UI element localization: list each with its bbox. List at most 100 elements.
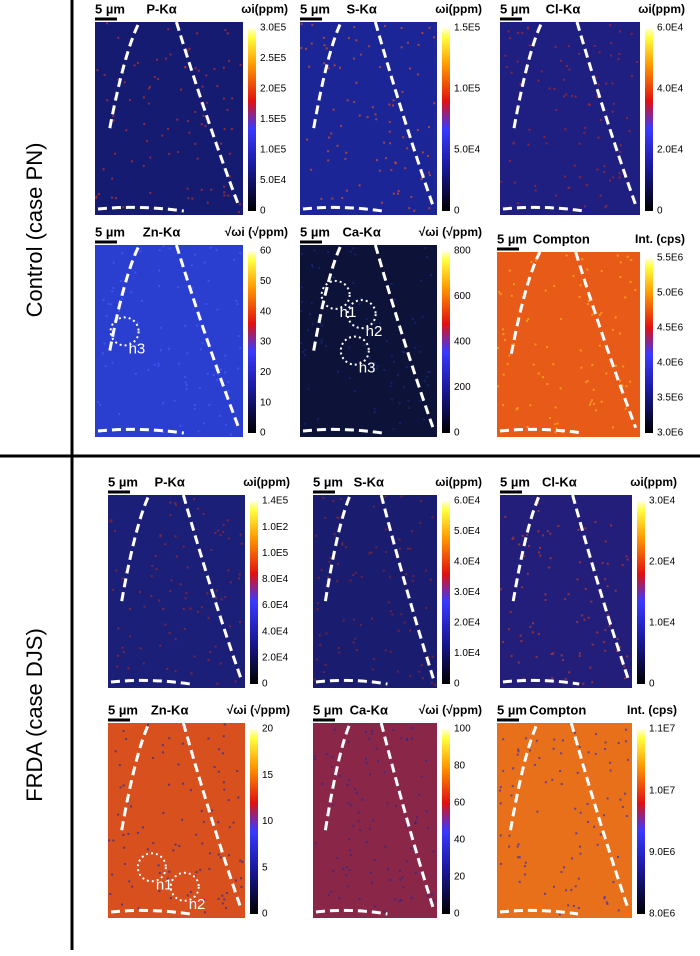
map-speckle bbox=[528, 128, 531, 131]
map-speckle bbox=[628, 129, 631, 132]
map-speckle bbox=[338, 896, 341, 899]
map-speckle bbox=[201, 842, 204, 845]
map-speckle bbox=[558, 913, 561, 916]
colorbar-tick-label: 0 bbox=[260, 206, 266, 217]
map-speckle bbox=[428, 174, 431, 177]
map-speckle bbox=[221, 902, 224, 905]
map-speckle bbox=[216, 378, 219, 381]
map-speckle bbox=[116, 665, 119, 668]
tissue-outline bbox=[511, 494, 541, 602]
tissue-outline bbox=[181, 722, 243, 909]
map-speckle bbox=[311, 322, 314, 325]
map-speckle bbox=[584, 588, 587, 591]
map-speckle bbox=[124, 863, 127, 866]
map-speckle bbox=[554, 45, 557, 48]
map-speckle bbox=[119, 279, 122, 282]
map-speckle bbox=[578, 52, 581, 55]
map-speckle bbox=[523, 873, 526, 876]
map-speckle bbox=[361, 798, 364, 801]
colorbar-tick-label: 5.0E6 bbox=[657, 288, 684, 299]
colorbar-tick-label: 1.0E5 bbox=[262, 548, 289, 559]
map-speckle bbox=[383, 141, 386, 144]
map-speckle bbox=[224, 354, 227, 357]
map-speckle bbox=[338, 651, 341, 654]
map-speckle bbox=[326, 752, 329, 755]
map-speckle bbox=[532, 622, 535, 625]
map-speckle bbox=[329, 556, 332, 559]
map-speckle bbox=[348, 838, 351, 841]
map-speckle bbox=[579, 349, 582, 352]
map-speckle bbox=[190, 672, 193, 675]
map-speckle bbox=[342, 867, 345, 870]
map-speckle bbox=[198, 386, 201, 389]
colorbar bbox=[442, 28, 450, 211]
map-speckle bbox=[619, 30, 622, 33]
map-speckle bbox=[411, 530, 414, 533]
map-speckle bbox=[575, 832, 578, 835]
map-speckle bbox=[578, 561, 581, 564]
map-speckle bbox=[330, 132, 333, 135]
map-speckle bbox=[195, 871, 198, 874]
map-speckle bbox=[428, 659, 431, 662]
map-speckle bbox=[368, 827, 371, 830]
map-image bbox=[497, 723, 632, 918]
map-speckle bbox=[188, 131, 191, 134]
map-speckle bbox=[353, 26, 356, 29]
map-speckle bbox=[200, 188, 203, 191]
map-speckle bbox=[578, 142, 581, 145]
map-speckle bbox=[373, 411, 376, 414]
map-speckle bbox=[310, 42, 313, 45]
map-speckle bbox=[556, 422, 559, 425]
map-speckle bbox=[97, 400, 100, 403]
map-speckle bbox=[384, 495, 387, 498]
colorbar-tick-label: 4.0E6 bbox=[657, 358, 684, 369]
map-speckle bbox=[213, 67, 216, 70]
map-speckle bbox=[328, 561, 331, 564]
map-speckle bbox=[368, 773, 371, 776]
map-speckle bbox=[349, 579, 352, 582]
row-label: Control (case PN) bbox=[22, 143, 47, 318]
map-speckle bbox=[365, 318, 368, 321]
map-speckle bbox=[346, 783, 349, 786]
map-speckle bbox=[405, 573, 408, 576]
map-speckle bbox=[398, 900, 401, 903]
map-speckle bbox=[418, 350, 421, 353]
map-speckle bbox=[194, 902, 197, 905]
map-speckle bbox=[409, 629, 412, 632]
map-speckle bbox=[222, 735, 225, 738]
map-speckle bbox=[181, 818, 184, 821]
map-speckle bbox=[216, 85, 219, 88]
map-speckle bbox=[583, 131, 586, 134]
map-speckle bbox=[95, 196, 98, 199]
map-speckle bbox=[121, 577, 124, 580]
map-speckle bbox=[529, 625, 532, 628]
map-speckle bbox=[502, 738, 505, 741]
map-speckle bbox=[159, 349, 162, 352]
map-speckle bbox=[510, 294, 513, 297]
map-speckle bbox=[595, 95, 598, 98]
map-speckle bbox=[525, 737, 528, 740]
panel-title: Cl-Kα bbox=[542, 474, 577, 489]
colorbar-tick-label: 5 bbox=[262, 862, 268, 873]
map-speckle bbox=[223, 898, 226, 901]
map-speckle bbox=[186, 566, 189, 569]
map-speckle bbox=[425, 375, 428, 378]
colorbar-tick-label: 60 bbox=[260, 246, 272, 257]
map-speckle bbox=[389, 142, 392, 145]
colorbar bbox=[250, 729, 258, 914]
map-speckle bbox=[169, 514, 172, 517]
colorbar-tick-label: 40 bbox=[260, 306, 272, 317]
map-speckle bbox=[618, 176, 621, 179]
map-speckle bbox=[392, 99, 395, 102]
map-speckle bbox=[127, 667, 130, 670]
map-speckle bbox=[240, 877, 243, 880]
map-speckle bbox=[608, 624, 611, 627]
map-speckle bbox=[374, 905, 377, 908]
map-speckle bbox=[240, 885, 243, 888]
map-speckle bbox=[137, 831, 140, 834]
map-speckle bbox=[119, 786, 122, 789]
map-speckle bbox=[96, 69, 99, 72]
map-speckle bbox=[348, 779, 351, 782]
map-speckle bbox=[413, 209, 416, 212]
panel-title: Ca-Kα bbox=[342, 224, 380, 239]
